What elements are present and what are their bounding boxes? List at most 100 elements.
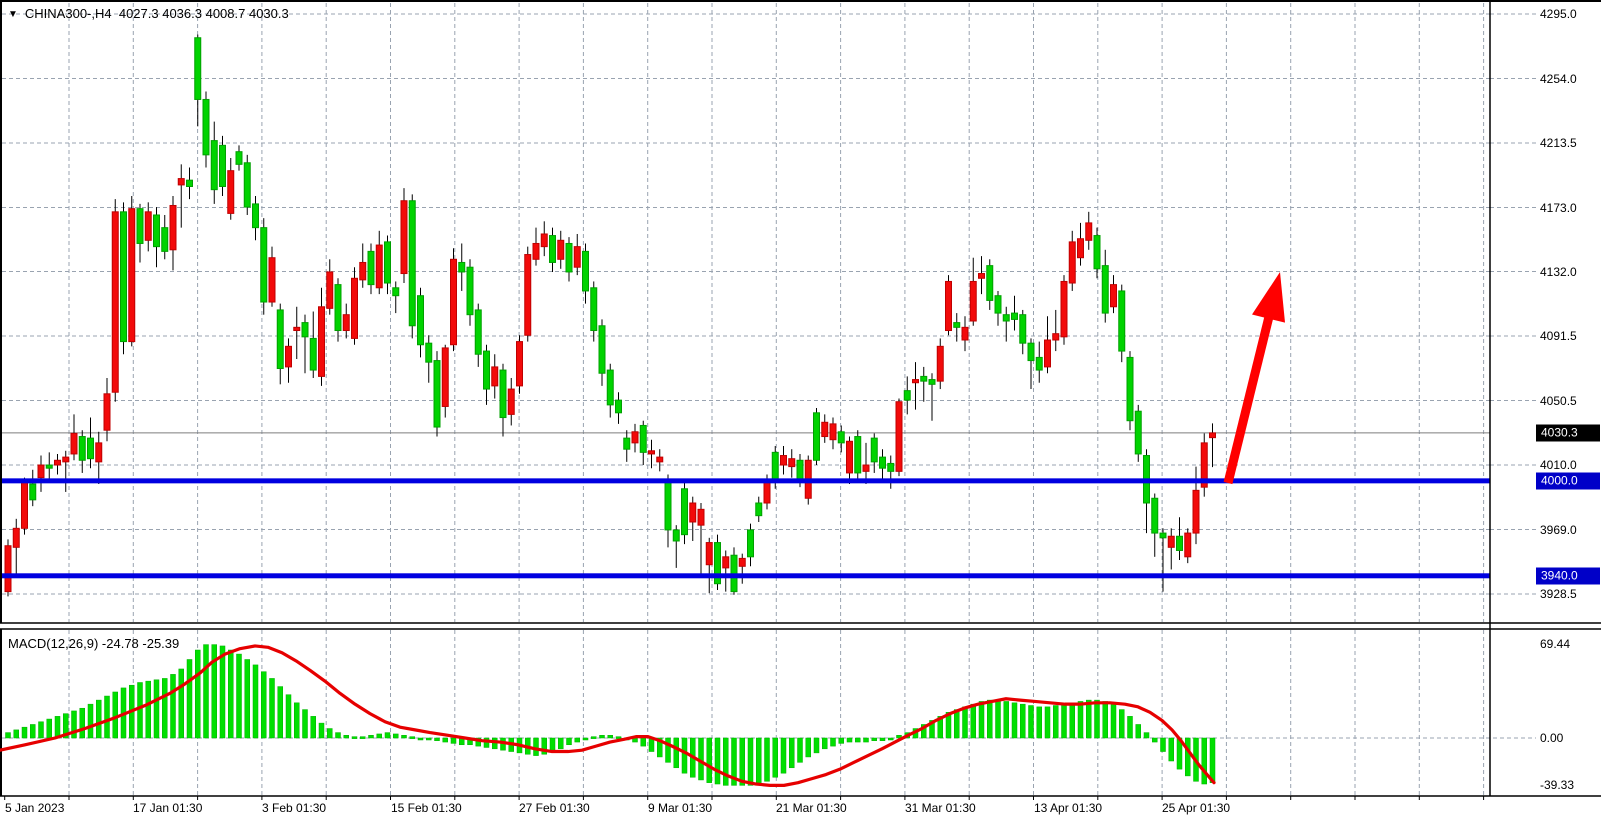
- macd-histogram-bar: [203, 644, 209, 739]
- candle-body: [829, 423, 837, 441]
- candle-body: [648, 450, 655, 455]
- price-axis-label: 4050.5: [1540, 393, 1577, 408]
- candle-body: [334, 284, 342, 332]
- macd-histogram-bar: [170, 674, 176, 739]
- macd-histogram-bar: [186, 659, 193, 739]
- candle-body: [400, 200, 408, 275]
- macd-histogram-bar: [1119, 709, 1125, 739]
- macd-histogram-bar: [13, 729, 19, 739]
- macd-indicator-label: MACD(12,26,9) -24.78 -25.39: [8, 636, 180, 651]
- macd-histogram-bar: [1011, 702, 1018, 739]
- support-level-line[interactable]: [2, 478, 1490, 484]
- candle-body: [1118, 290, 1126, 352]
- macd-histogram-bar: [896, 735, 902, 739]
- macd-axis-label: 69.44: [1540, 637, 1571, 651]
- trend-arrow-head[interactable]: [1252, 272, 1286, 323]
- macd-histogram-bar: [393, 733, 399, 739]
- macd-histogram-bar: [277, 686, 283, 739]
- candle-body: [450, 258, 457, 346]
- candle-body: [1011, 312, 1018, 320]
- candle-body: [681, 488, 688, 536]
- macd-histogram-bar: [294, 702, 300, 739]
- macd-histogram-bar: [310, 716, 316, 739]
- candle-body: [780, 455, 787, 466]
- candle-body: [326, 271, 334, 309]
- macd-histogram-bar: [434, 737, 440, 741]
- candle-body: [466, 266, 474, 316]
- macd-histogram-bar: [1069, 702, 1075, 739]
- macd-histogram-bar: [978, 701, 985, 739]
- candle-body: [945, 280, 952, 332]
- candle-body: [516, 341, 523, 387]
- candle-body: [1044, 339, 1051, 368]
- trend-arrow-shaft[interactable]: [1223, 311, 1275, 485]
- macd-histogram-bar: [236, 653, 242, 739]
- macd-histogram-bar: [673, 737, 679, 769]
- macd-histogram-bar: [1028, 705, 1034, 739]
- candle-body: [1151, 497, 1159, 534]
- date-label: 17 Jan 01:30: [133, 801, 203, 815]
- macd-histogram-bar: [640, 737, 646, 747]
- candle-body: [483, 350, 490, 390]
- candle-body: [1027, 342, 1035, 362]
- macd-histogram-bar: [1110, 703, 1117, 739]
- chart-menu-icon[interactable]: ▼: [8, 9, 18, 20]
- macd-histogram-bar: [384, 732, 391, 739]
- candle-body: [928, 379, 936, 385]
- macd-histogram-bar: [104, 695, 110, 739]
- macd-histogram-bar: [607, 735, 613, 739]
- candle-body: [210, 140, 218, 191]
- price-axis-label: 4010.0: [1540, 458, 1577, 472]
- macd-histogram-bar: [599, 735, 605, 739]
- candle-body: [788, 458, 796, 468]
- macd-axis-label: -39.33: [1540, 778, 1575, 792]
- macd-histogram-bar: [822, 737, 828, 750]
- date-label: 31 Mar 01:30: [905, 801, 976, 815]
- candle-body: [598, 325, 606, 374]
- macd-histogram-bar: [244, 659, 250, 739]
- candle-body: [491, 366, 499, 387]
- macd-histogram-bar: [855, 737, 861, 743]
- macd-histogram-bar: [582, 737, 589, 741]
- candle-body: [1167, 535, 1175, 548]
- candle-body: [202, 98, 210, 156]
- macd-histogram-bar: [838, 737, 844, 744]
- candle-body: [672, 529, 680, 542]
- macd-histogram-bar: [681, 737, 688, 774]
- macd-histogram-bar: [360, 736, 366, 739]
- candle-body: [920, 375, 928, 382]
- macd-histogram-bar: [1168, 737, 1174, 762]
- macd-histogram-bar: [723, 737, 729, 786]
- macd-histogram-bar: [1077, 701, 1084, 739]
- candle-body: [136, 208, 144, 244]
- panel-separator[interactable]: [0, 623, 1601, 629]
- candle-body: [846, 440, 853, 474]
- candle-body: [144, 211, 152, 241]
- symbol-period-label: CHINA300-,H4: [24, 6, 112, 21]
- macd-histogram-bar: [409, 736, 415, 739]
- candle-body: [738, 557, 746, 567]
- macd-histogram-bar: [376, 733, 382, 739]
- macd-histogram-bar: [1143, 732, 1150, 739]
- macd-histogram-bar: [71, 710, 77, 739]
- date-label: 3 Feb 01:30: [262, 801, 327, 815]
- support-level-line[interactable]: [2, 573, 1490, 579]
- macd-histogram-bar: [5, 732, 11, 739]
- macd-histogram-bar: [343, 735, 349, 739]
- macd-histogram-bar: [789, 737, 795, 769]
- candle-body: [623, 437, 631, 450]
- macd-histogram-bar: [1127, 716, 1133, 739]
- candle-body: [912, 379, 919, 384]
- macd-histogram-bar: [970, 703, 976, 739]
- macd-histogram-bar: [1152, 737, 1158, 743]
- macd-histogram-bar: [351, 736, 358, 739]
- candle-body: [1068, 241, 1076, 284]
- candle-body: [260, 227, 268, 303]
- macd-histogram-bar: [492, 737, 498, 750]
- candle-body: [903, 390, 911, 401]
- candle-body: [837, 431, 845, 444]
- macd-histogram-bar: [706, 737, 712, 783]
- candle-body: [111, 211, 119, 393]
